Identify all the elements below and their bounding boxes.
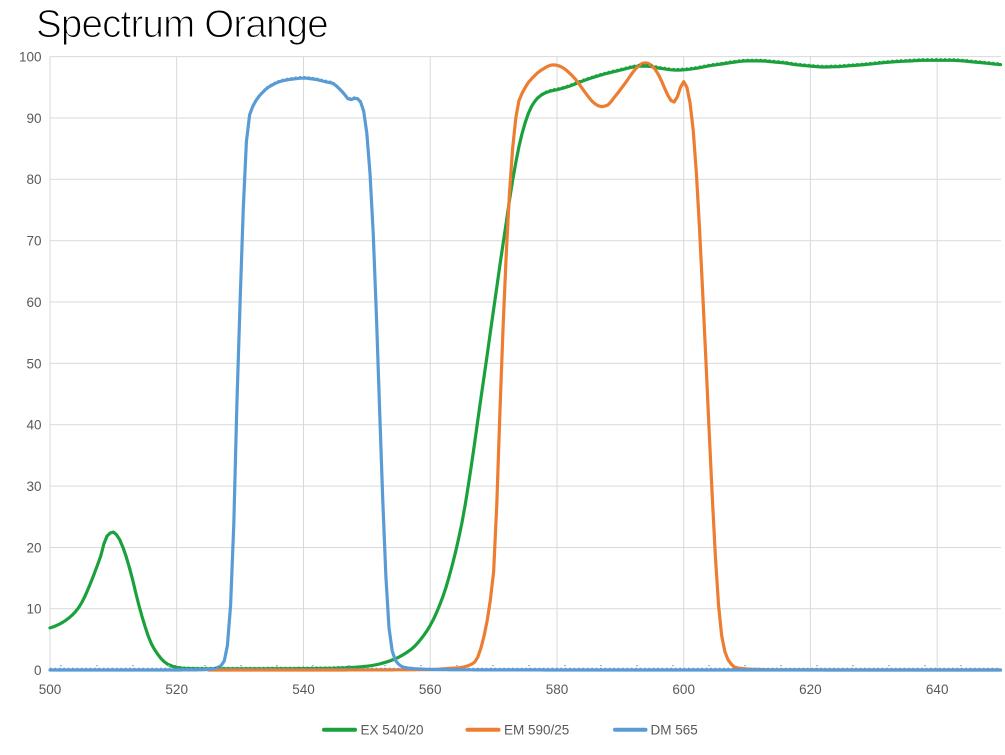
svg-text:EM 590/25: EM 590/25 [504,722,569,737]
svg-text:30: 30 [26,479,41,494]
svg-text:Spectrum Orange: Spectrum Orange [36,3,328,46]
svg-text:DM 565: DM 565 [651,722,698,737]
svg-text:EX 540/20: EX 540/20 [361,722,424,737]
svg-text:50: 50 [26,356,41,371]
svg-text:70: 70 [26,234,41,249]
svg-text:500: 500 [39,682,62,697]
svg-text:540: 540 [292,682,315,697]
svg-text:0: 0 [34,663,42,678]
svg-text:40: 40 [26,418,41,433]
svg-text:80: 80 [26,172,41,187]
svg-text:100: 100 [19,50,42,65]
svg-text:620: 620 [799,682,822,697]
svg-text:20: 20 [26,540,41,555]
svg-text:640: 640 [926,682,949,697]
svg-text:560: 560 [419,682,442,697]
svg-text:520: 520 [165,682,188,697]
svg-text:60: 60 [26,295,41,310]
svg-text:600: 600 [672,682,695,697]
svg-text:10: 10 [26,602,41,617]
svg-text:90: 90 [26,111,41,126]
svg-text:580: 580 [546,682,569,697]
